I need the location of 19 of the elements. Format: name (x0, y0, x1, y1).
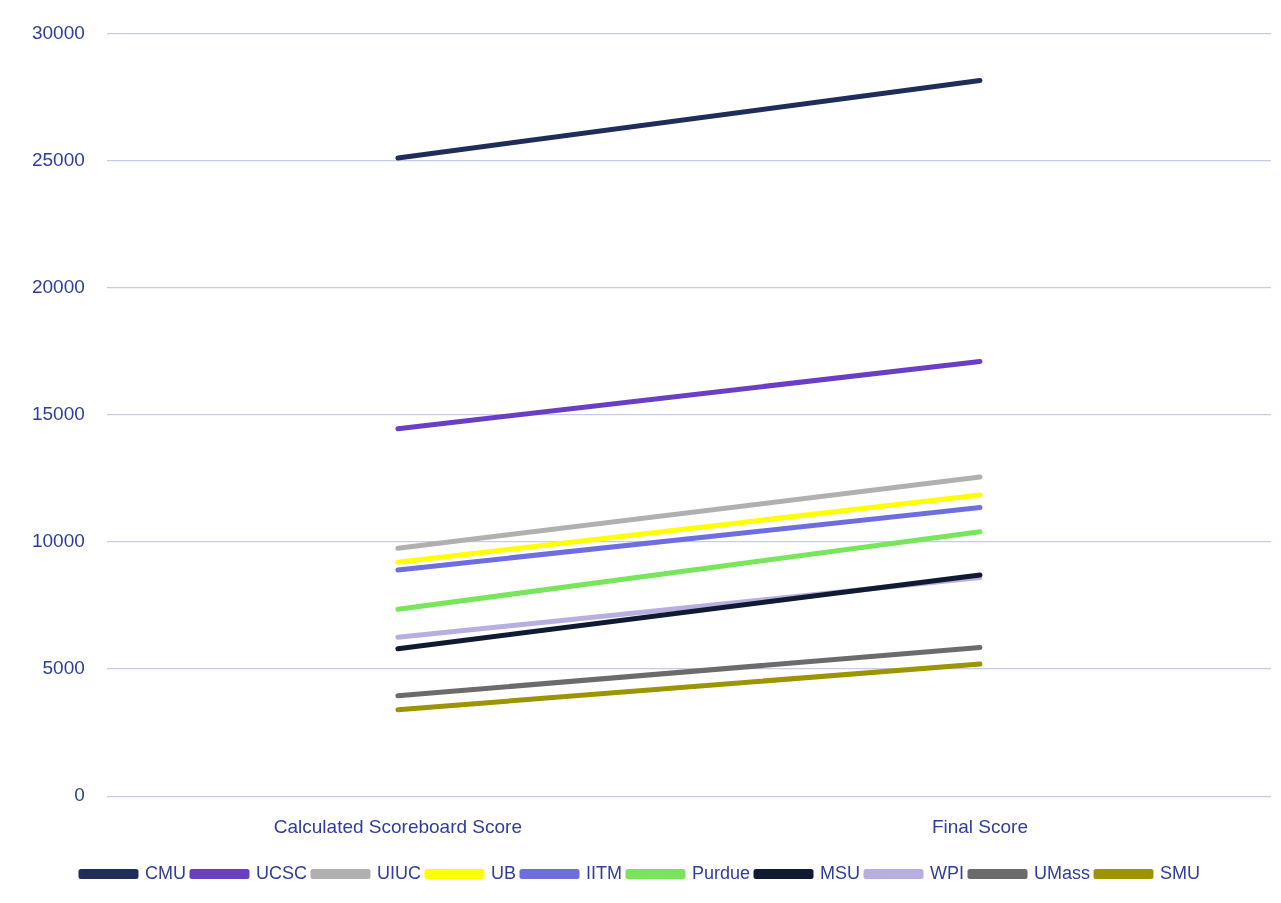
y-tick-label: 15000 (31, 403, 85, 425)
legend-label: UCSC (255, 862, 307, 883)
legend-label: UB (490, 862, 516, 883)
y-tick-label: 0 (74, 784, 85, 806)
legend-label: CMU (144, 862, 186, 883)
legend-label: IITM (585, 862, 622, 883)
x-tick-label: Calculated Scoreboard Score (273, 815, 522, 837)
y-tick-label: 25000 (31, 148, 85, 170)
y-tick-label: 30000 (31, 21, 85, 43)
y-tick-label: 5000 (42, 657, 85, 679)
legend-label: WPI (930, 862, 965, 883)
legend-label: MSU (820, 862, 861, 883)
legend-label: UIUC (376, 862, 421, 883)
legend-label: UMass (1034, 862, 1091, 883)
x-tick-label: Final Score (931, 815, 1029, 837)
legend-label: Purdue (691, 862, 751, 883)
y-tick-label: 10000 (31, 530, 85, 552)
legend-label: SMU (1160, 862, 1201, 883)
y-tick-label: 20000 (31, 275, 85, 297)
